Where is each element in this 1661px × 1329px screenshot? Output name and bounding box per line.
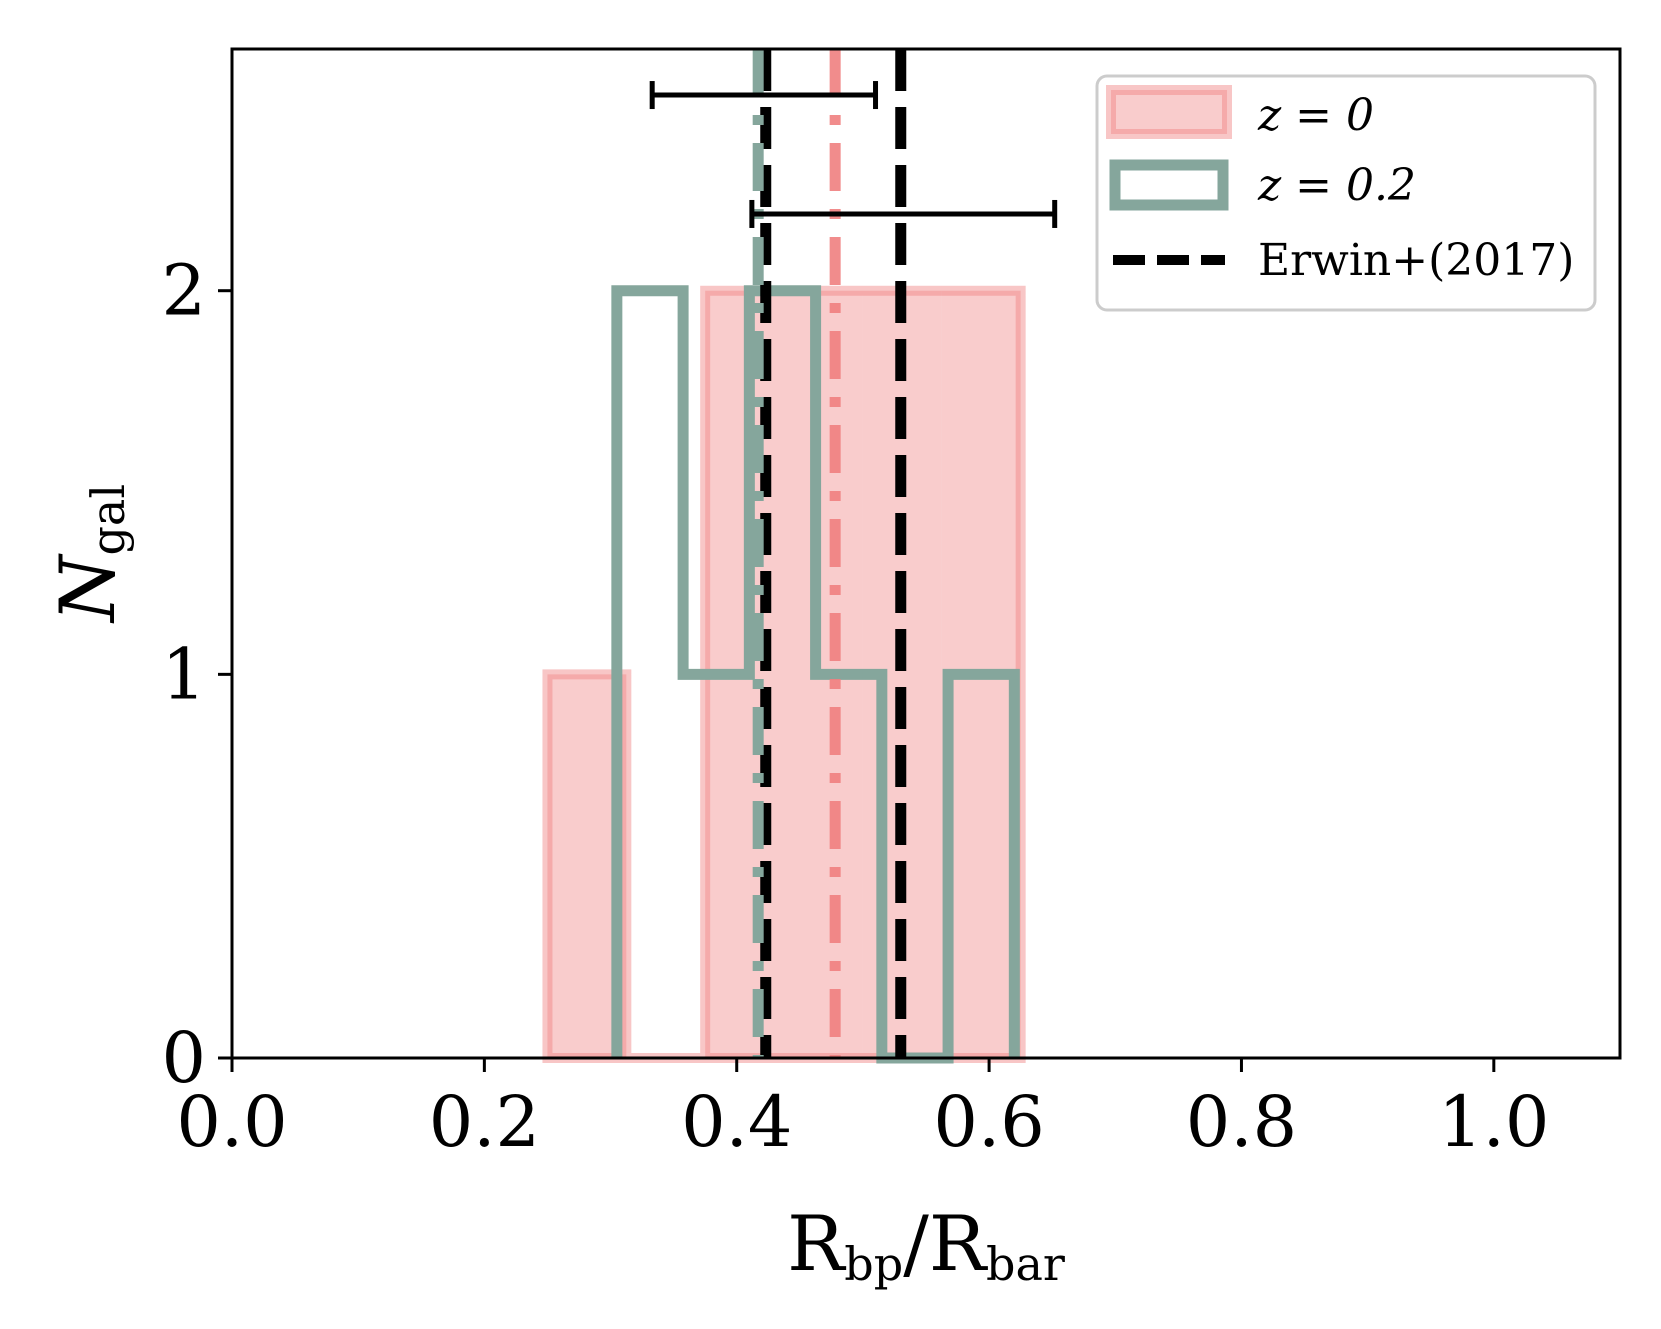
x-tick-label: 0.0 [176,1081,287,1163]
legend: z = 0 z = 0.2 Erwin+(2017) [1095,74,1597,312]
x-tick-label: 1.0 [1438,1081,1549,1163]
legend-swatch-z02 [1109,159,1229,211]
y-tick-label: 1 [161,633,206,715]
y-axis-ticks: 0 1 2 [161,250,232,1099]
legend-label-z02: z = 0.2 [1257,160,1416,211]
y-axis-title: Ngal [43,484,135,624]
legend-label-erwin: Erwin+(2017) [1258,235,1574,286]
legend-label-z0: z = 0 [1257,90,1374,141]
x-tick-label: 0.6 [933,1081,1044,1163]
x-tick-label: 0.8 [1186,1081,1297,1163]
x-tick-label: 0.4 [681,1081,792,1163]
x-tick-label: 0.2 [429,1081,540,1163]
y-tick-label: 0 [161,1017,206,1099]
x-axis-title: Rbp/Rbar [787,1199,1065,1291]
reference-lines [752,49,907,1058]
legend-swatch-z0 [1106,85,1232,139]
x-axis-ticks: 0.0 0.2 0.4 0.6 0.8 1.0 [176,1058,1549,1163]
series-layer [542,285,1026,1064]
legend-box [1095,74,1597,312]
errorbars [649,81,1058,228]
hist-step-z02 [611,285,1020,1064]
y-tick-label: 2 [161,250,206,332]
plot-frame [230,47,1622,1060]
